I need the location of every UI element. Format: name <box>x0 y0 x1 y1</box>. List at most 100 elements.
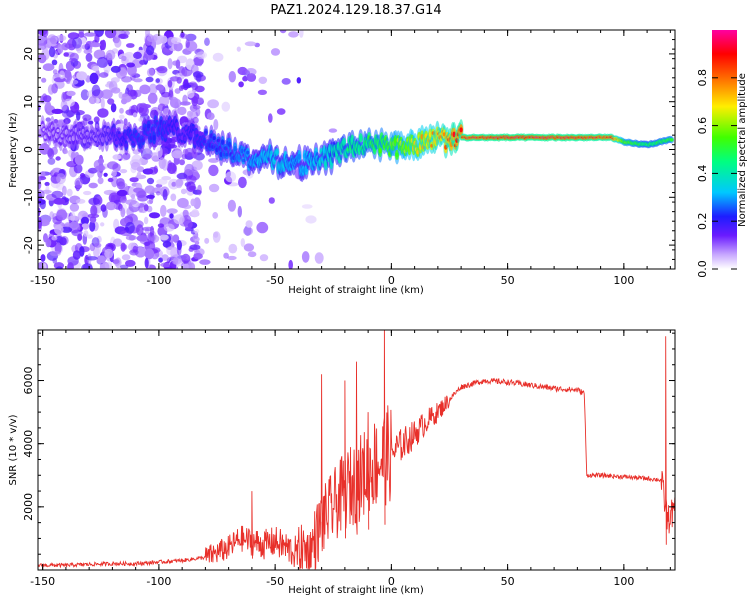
noise-blob <box>120 207 126 218</box>
colorbar-tick-label: 0.0 <box>696 260 709 278</box>
noise-blob <box>116 189 128 197</box>
noise-blob <box>170 193 177 202</box>
noise-blob <box>65 77 71 85</box>
noise-blob <box>145 76 154 83</box>
noise-blob <box>257 89 267 96</box>
noise-blob <box>296 77 301 84</box>
noise-blob <box>268 113 273 123</box>
noise-blob <box>126 62 135 68</box>
spectrogram-y-label: Frequency (Hz) <box>8 112 19 188</box>
noise-blob <box>166 208 178 214</box>
noise-blob <box>258 76 268 85</box>
noise-blob <box>281 78 291 85</box>
noise-blob <box>237 205 242 218</box>
noise-blob <box>54 224 64 235</box>
noise-blob <box>60 99 68 112</box>
noise-blob <box>171 150 184 159</box>
noise-blob <box>87 120 94 125</box>
noise-blob <box>38 53 47 64</box>
ridge-core <box>183 136 187 141</box>
ridge-core <box>237 156 241 160</box>
noise-blob <box>53 198 66 205</box>
noise-blob <box>73 163 83 174</box>
spectrogram-x-axis: -150 -100 -50 0 50 100 <box>30 30 671 287</box>
y-tick-label: 6000 <box>22 367 35 395</box>
noise-blob <box>159 35 168 44</box>
noise-blob <box>136 224 144 236</box>
noise-blob <box>128 235 136 241</box>
noise-blob <box>133 78 143 83</box>
noise-blob <box>38 216 43 229</box>
noise-blob <box>104 30 117 39</box>
noise-blob <box>143 216 149 225</box>
noise-blob <box>91 84 101 97</box>
noise-blob <box>111 170 117 177</box>
noise-blob <box>101 89 113 99</box>
noise-blob <box>169 96 179 108</box>
noise-blob <box>163 223 175 232</box>
noise-blob <box>173 42 183 52</box>
noise-blob <box>172 234 180 243</box>
ridge-core <box>359 135 363 140</box>
noise-blob <box>133 51 142 60</box>
noise-blob <box>175 179 183 189</box>
noise-blob <box>243 226 253 236</box>
noise-blob <box>207 99 220 109</box>
noise-blob <box>136 190 147 198</box>
noise-blob <box>63 52 69 57</box>
noise-blob <box>175 59 181 69</box>
noise-blob <box>53 77 66 83</box>
noise-blob <box>51 59 58 66</box>
noise-blob <box>194 240 200 245</box>
noise-blob <box>112 238 123 247</box>
noise-blob <box>100 222 105 227</box>
noise-blob <box>212 212 219 219</box>
noise-blob <box>160 262 172 268</box>
x-tick-label: -50 <box>266 575 284 588</box>
noise-blob <box>120 264 129 269</box>
noise-blob <box>76 111 81 121</box>
noise-blob <box>270 48 281 56</box>
y-tick-label: 4000 <box>22 430 35 458</box>
noise-blob <box>143 153 152 159</box>
colorbar-gradient <box>712 30 737 269</box>
noise-blob <box>55 34 67 42</box>
noise-blob <box>245 68 257 76</box>
noise-blob <box>192 71 204 78</box>
noise-blob <box>38 34 48 46</box>
noise-blob <box>81 263 93 269</box>
noise-blob <box>212 231 221 243</box>
noise-blob <box>139 59 147 65</box>
noise-blob <box>90 42 101 48</box>
noise-blob <box>155 78 160 83</box>
noise-blob <box>69 203 80 212</box>
noise-blob <box>188 262 196 269</box>
noise-blob <box>39 143 50 155</box>
noise-blob <box>139 84 151 95</box>
noise-blob <box>238 176 247 189</box>
noise-blob <box>193 197 201 210</box>
ridge-core <box>131 142 135 146</box>
noise-blob <box>75 198 86 204</box>
noise-blob <box>186 175 197 184</box>
noise-blob <box>86 256 98 261</box>
noise-blob <box>103 172 108 177</box>
noise-blob <box>83 190 92 196</box>
noise-blob <box>240 238 245 247</box>
noise-blob <box>70 211 76 222</box>
noise-blob <box>157 103 166 112</box>
noise-blob <box>140 104 151 109</box>
noise-blob <box>199 259 211 265</box>
noise-blob <box>69 221 80 230</box>
noise-blob <box>99 72 109 78</box>
noise-blob <box>89 220 96 232</box>
noise-blob <box>42 30 49 38</box>
noise-blob <box>288 259 293 269</box>
x-tick-label: 100 <box>613 274 634 287</box>
noise-blob <box>301 251 310 263</box>
noise-blob <box>131 154 142 165</box>
snr-y-axis: 2000 4000 6000 <box>22 332 675 555</box>
noise-blob <box>173 214 185 225</box>
colorbar: 0.0 0.2 0.4 0.6 0.8 Normalized spectral ampl… <box>696 30 748 278</box>
